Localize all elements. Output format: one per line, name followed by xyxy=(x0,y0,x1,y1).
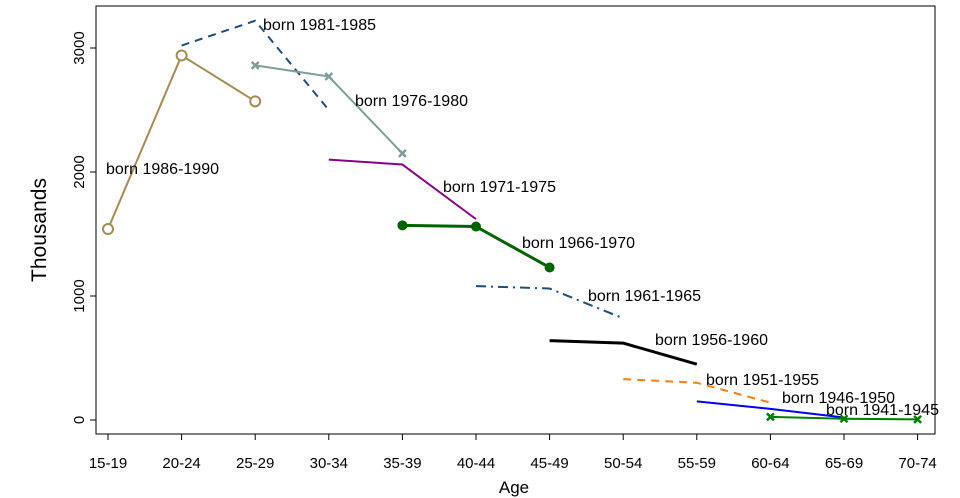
series-label-born-1971-1975: born 1971-1975 xyxy=(443,179,556,196)
x-tick-label: 70-74 xyxy=(898,455,936,472)
series-line-born-1971-1975 xyxy=(328,158,477,220)
series-label-born-1956-1960: born 1956-1960 xyxy=(655,332,768,349)
data-point-born-1966-1970 xyxy=(544,262,555,273)
data-point-born-1941-1945 xyxy=(839,414,849,424)
series-label-born-1986-1990: born 1986-1990 xyxy=(106,161,219,178)
series-line-born-1961-1965 xyxy=(475,285,624,320)
y-axis-title: Thousands xyxy=(28,178,51,282)
series-line-born-1956-1960 xyxy=(549,339,698,366)
x-tick-label: 35-39 xyxy=(383,455,421,472)
series-labels: born 1986-1990 born 1981-1985 born 1976-19… xyxy=(106,17,939,419)
data-point-born-1986-1990 xyxy=(249,95,262,108)
series-label-born-1976-1980: born 1976-1980 xyxy=(355,93,468,110)
plot-frame xyxy=(95,5,936,435)
x-tick-label: 30-34 xyxy=(310,455,348,472)
series-line-born-1946-1950 xyxy=(696,400,845,419)
y-tick-label: 0 xyxy=(71,416,88,424)
series-line-born-1951-1955 xyxy=(623,378,771,404)
x-tick-label: 25-29 xyxy=(236,455,274,472)
data-point-born-1986-1990 xyxy=(175,49,188,62)
series-label-born-1941-1945: born 1941-1945 xyxy=(826,402,939,419)
series-line-born-1981-1985 xyxy=(181,19,330,111)
series-label-born-1966-1970: born 1966-1970 xyxy=(522,235,635,252)
x-tick-label: 65-69 xyxy=(825,455,863,472)
x-axis-title: Age xyxy=(499,478,529,497)
data-point-born-1986-1990 xyxy=(102,223,114,236)
data-point-born-1976-1980 xyxy=(250,60,260,70)
series-label-born-1946-1950: born 1946-1950 xyxy=(782,390,895,407)
y-tick-label: 2000 xyxy=(71,155,88,188)
y-tick-label: 3000 xyxy=(71,31,88,64)
x-tick-label: 60-64 xyxy=(751,455,789,472)
data-point-born-1941-1945 xyxy=(766,412,775,422)
series-label-born-1951-1955: born 1951-1955 xyxy=(706,372,819,389)
x-tick-label: 15-19 xyxy=(89,455,127,472)
data-point-born-1941-1945 xyxy=(913,414,922,424)
data-point-born-1966-1970 xyxy=(397,220,408,231)
x-tick-label: 55-59 xyxy=(678,455,716,472)
data-point-born-1966-1970 xyxy=(471,221,481,232)
x-tick-label: 40-44 xyxy=(457,455,495,472)
y-tick-label: 1000 xyxy=(71,279,88,312)
data-point-born-1976-1980 xyxy=(398,149,407,158)
plot-area xyxy=(102,19,922,424)
x-tick-label: 50-54 xyxy=(604,455,642,472)
x-tick-label: 20-24 xyxy=(162,455,200,472)
series-label-born-1961-1965: born 1961-1965 xyxy=(588,288,701,305)
series-label-born-1981-1985: born 1981-1985 xyxy=(263,17,376,34)
data-point-born-1976-1980 xyxy=(324,72,334,81)
x-tick-label: 45-49 xyxy=(530,455,568,472)
axes: 0 1000 2000 3000 15-19 20-24 25-29 30-34 35-39 40… xyxy=(71,5,937,472)
